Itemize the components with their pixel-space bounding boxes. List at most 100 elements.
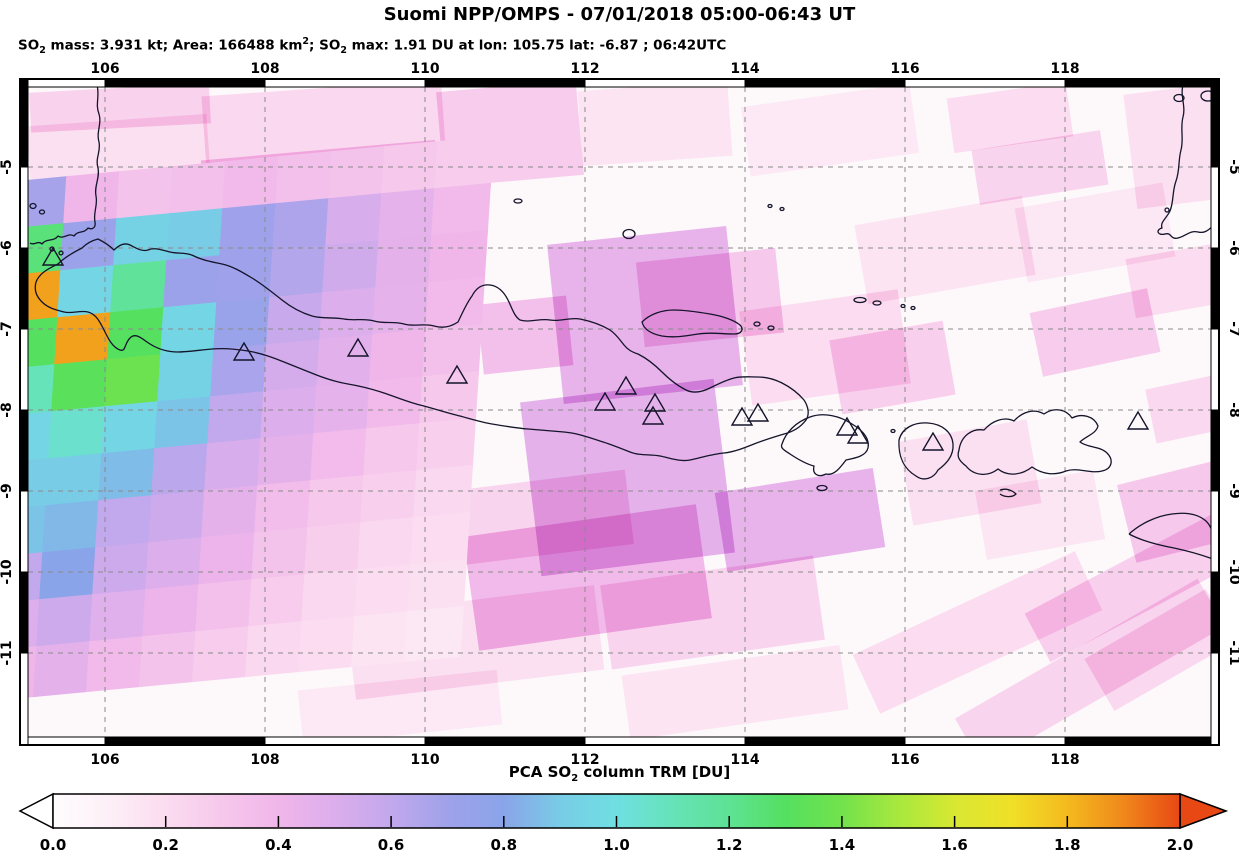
so2-mesh-cell (101, 400, 161, 458)
lat-tick-label-left: -9 (0, 483, 15, 499)
so2-swath-patch (1084, 589, 1211, 711)
frame-segment-left (19, 247, 29, 330)
small-island (910, 305, 916, 311)
so2-mesh-cell (248, 573, 308, 631)
small-island (58, 250, 64, 256)
lat-tick-label-left: -11 (0, 640, 15, 665)
lat-tick-label-left: -8 (0, 402, 15, 418)
so2-swath-patch (829, 320, 956, 415)
so2-swath-patch (946, 87, 1074, 154)
coastline-path (780, 414, 869, 477)
so2-mesh-cell (407, 558, 467, 616)
frame-segment-right (1210, 409, 1220, 492)
volcano-triangle-icon (921, 431, 945, 451)
lon-tick-label-top: 112 (570, 61, 599, 77)
so2-swath-patch (451, 469, 634, 566)
so2-mesh-cell (45, 452, 105, 510)
volcano-triangle-icon (835, 416, 859, 436)
so2-mesh-cell (354, 563, 414, 621)
so2-mesh-cell (39, 546, 99, 604)
small-island (1173, 93, 1185, 103)
colorbar-label: PCA SO2 column TRM [DU] (508, 763, 731, 784)
volcano-triangle-icon (730, 406, 754, 426)
so2-mesh-cell (36, 593, 96, 651)
so2-mesh-cell (28, 363, 58, 418)
so2-mesh-cell (113, 212, 173, 270)
so2-mesh-cell (28, 410, 55, 465)
volcano-triangle-icon (232, 341, 256, 361)
so2-mesh-cell (269, 244, 329, 302)
frame-segment-right (1210, 78, 1220, 168)
so2-mesh-cell (219, 202, 279, 260)
so2-mesh-cell (98, 447, 158, 505)
frame-segment-right (1210, 166, 1220, 249)
lon-tick-label-bottom: 108 (250, 752, 279, 768)
map-frame (19, 78, 1220, 746)
so2-mesh-cell (160, 301, 220, 359)
lon-tick-label-top: 110 (410, 61, 439, 77)
frame-segment-left (19, 409, 29, 492)
lon-tick-label-top: 114 (730, 61, 759, 77)
coastline-path (1157, 87, 1211, 239)
frame-segment-left (19, 328, 29, 411)
so2-mesh-cell (213, 296, 273, 354)
small-island (779, 206, 785, 212)
small-island (622, 228, 636, 240)
so2-swath-patch (297, 669, 503, 737)
so2-mesh-cell (204, 437, 264, 495)
lon-tick-label-top: 106 (90, 61, 119, 77)
lat-tick-label-right: -8 (1226, 402, 1239, 418)
small-island (767, 203, 773, 209)
lon-tick-label-bottom: 112 (570, 752, 599, 768)
so2-mesh-cell (139, 630, 199, 688)
map-plot-area (28, 87, 1211, 737)
lon-tick-label-bottom: 114 (730, 752, 759, 768)
so2-mesh-cell (245, 620, 305, 678)
so2-mesh-cell (107, 306, 167, 364)
so2-mesh-cell (431, 182, 491, 240)
volcano-triangle-icon (593, 391, 617, 411)
small-island (513, 198, 523, 204)
so2-mesh-cell (369, 328, 429, 386)
so2-mesh-cell (404, 605, 464, 663)
colorbar-gradient (52, 793, 1181, 829)
so2-swath-patch (476, 295, 574, 375)
so2-swath-patch (1125, 241, 1211, 319)
frame-segment-bottom (1064, 736, 1212, 746)
small-island (38, 209, 46, 215)
lat-tick-label-right: -7 (1226, 321, 1239, 337)
volcano-triangle-icon (346, 337, 370, 357)
colorbar-tick-label: 0.8 (491, 836, 518, 854)
so2-mesh-cell (163, 254, 223, 312)
colorbar-tick-label: 0.4 (265, 836, 292, 854)
so2-swath-patch (974, 470, 1106, 560)
so2-mesh-cell (434, 135, 494, 193)
colorbar-tick-label: 1.2 (716, 836, 743, 854)
lon-tick-label-top: 118 (1050, 61, 1079, 77)
so2-mesh-cell (210, 343, 270, 401)
frame-segment-top (264, 78, 426, 88)
frame-segment-bottom (264, 736, 426, 746)
page-title: Suomi NPP/OMPS - 07/01/2018 05:00-06:43 … (383, 4, 856, 25)
lat-tick-label-right: -5 (1226, 159, 1239, 175)
frame-segment-top (104, 78, 266, 88)
so2-mesh-cell (316, 333, 376, 391)
so2-mesh-cell (28, 175, 70, 231)
so2-mesh-cell (325, 192, 385, 250)
so2-mesh-cell (110, 259, 170, 317)
coastline-path (1128, 533, 1211, 559)
map-gridlines (28, 87, 1211, 737)
coastline-path (999, 488, 1017, 498)
so2-mesh-cell (425, 276, 485, 334)
frame-segment-right (1210, 652, 1220, 746)
so2-mesh-cell (86, 635, 146, 693)
so2-mesh-cell (192, 625, 252, 683)
frame-segment-bottom (584, 736, 746, 746)
so2-swath-patch (714, 467, 886, 573)
small-island (816, 484, 828, 492)
so2-mesh-cell (428, 229, 488, 287)
so2-mesh-cell (366, 375, 426, 433)
small-island (753, 321, 761, 327)
lat-tick-label-left: -7 (0, 321, 15, 337)
